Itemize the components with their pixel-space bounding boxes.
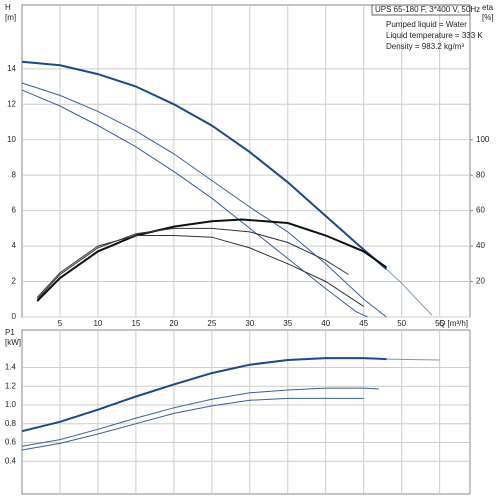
y2-tick-label: 40 — [476, 241, 485, 250]
y2-axis-label: [%] — [482, 13, 494, 22]
info-text: Density = 983.2 kg/m³ — [386, 42, 464, 51]
y-tick-label: 1.2 — [5, 381, 17, 390]
x-tick-label: 55 — [435, 319, 444, 328]
curve — [21, 357, 387, 433]
info-box — [371, 4, 471, 16]
y-tick-label: 1.0 — [5, 400, 17, 409]
curve — [386, 268, 433, 316]
x-tick-label: 20 — [169, 319, 178, 328]
curve — [386, 358, 440, 361]
curve — [36, 227, 349, 300]
x-tick-label: 30 — [245, 319, 254, 328]
x-tick-label: 25 — [207, 319, 216, 328]
y-tick-label: 0 — [12, 312, 17, 321]
x-tick-label: 15 — [131, 319, 140, 328]
y2-tick-label: 60 — [476, 206, 485, 215]
y-tick-label: 12 — [7, 99, 16, 108]
y2-axis-label: eta — [482, 3, 494, 12]
y-tick-label: 0.8 — [5, 419, 17, 428]
x-tick-label: 40 — [321, 319, 330, 328]
curve — [21, 82, 387, 318]
y-tick-label: 2 — [12, 277, 17, 286]
y-tick-label: 4 — [12, 241, 17, 250]
y-tick-label: 0.6 — [5, 438, 17, 447]
curve — [21, 60, 388, 270]
curve — [21, 89, 368, 318]
x-axis-label: Q [m³/h] — [439, 319, 468, 328]
y2-tick-label: 20 — [476, 277, 485, 286]
y-tick-label: 14 — [7, 64, 16, 73]
y-axis-label: [kW] — [5, 338, 21, 347]
info-text: Liquid temperature = 333 K — [386, 31, 483, 40]
y-axis-label: H — [5, 3, 11, 12]
y-axis-label: [m] — [5, 13, 16, 22]
curve — [21, 397, 364, 451]
x-tick-label: 10 — [93, 319, 102, 328]
curve — [21, 387, 379, 447]
y-tick-label: 8 — [12, 170, 17, 179]
y-tick-label: 0.4 — [5, 456, 17, 465]
x-tick-label: 45 — [359, 319, 368, 328]
y2-tick-label: 80 — [476, 170, 485, 179]
curve — [36, 218, 388, 302]
plot-area — [21, 4, 471, 318]
curve — [36, 235, 364, 307]
y-axis-label: P1 — [5, 328, 15, 337]
info-text: UPS 65-180 F, 3*400 V, 50Hz — [375, 5, 480, 14]
info-text: Pumped liquid = Water — [386, 20, 467, 29]
y2-tick-label: 100 — [476, 135, 490, 144]
y-tick-label: 1.4 — [5, 363, 17, 372]
y-tick-label: 10 — [7, 135, 16, 144]
x-tick-label: 5 — [58, 319, 63, 328]
plot-area — [21, 329, 471, 495]
y-tick-label: 6 — [12, 206, 17, 215]
x-tick-label: 35 — [283, 319, 292, 328]
x-tick-label: 50 — [397, 319, 406, 328]
